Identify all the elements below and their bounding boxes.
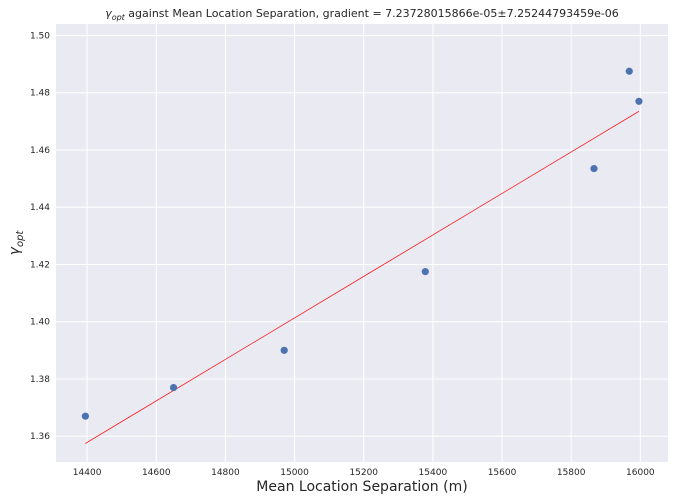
data-point — [81, 412, 89, 420]
title-symbol: γ — [105, 7, 112, 20]
data-point — [635, 97, 643, 105]
x-tick-label: 15000 — [280, 468, 309, 478]
y-label-subscript: opt — [15, 230, 26, 247]
x-tick-label: 15800 — [557, 468, 586, 478]
data-points-group — [81, 67, 643, 420]
y-tick-label: 1.50 — [30, 31, 50, 41]
data-point — [590, 164, 598, 173]
y-tick-label: 1.44 — [30, 203, 50, 213]
x-axis-label: Mean Location Separation (m) — [256, 479, 467, 495]
x-tick-label: 15600 — [488, 468, 517, 478]
y-label-symbol: γ — [7, 246, 23, 255]
chart-title: γopt against Mean Location Separation, g… — [105, 7, 619, 22]
y-tick-label: 1.48 — [30, 89, 50, 99]
data-point — [625, 67, 633, 75]
y-tick-label: 1.36 — [30, 432, 50, 442]
title-text: against Mean Location Separation, gradie… — [125, 7, 619, 20]
data-point — [280, 346, 288, 354]
x-tick-label: 16000 — [626, 468, 655, 478]
fit-line — [85, 111, 640, 444]
x-tick-label: 14800 — [211, 468, 240, 478]
data-point — [169, 383, 178, 392]
y-axis-label: γopt — [7, 230, 26, 256]
plot-area — [56, 24, 668, 462]
x-tick-label: 15400 — [419, 468, 448, 478]
y-tick-label: 1.40 — [30, 318, 50, 328]
grid-lines — [56, 24, 668, 462]
y-tick-labels: 1.36 1.38 1.40 1.42 1.44 1.46 1.48 1.50 — [30, 31, 50, 442]
title-subscript: opt — [112, 13, 126, 22]
y-tick-label: 1.46 — [30, 146, 50, 156]
fit-line-group — [85, 111, 640, 444]
y-tick-label: 1.38 — [30, 375, 50, 385]
y-tick-label: 1.42 — [30, 260, 50, 270]
x-tick-labels: 14400 14600 14800 15000 15200 15400 15600 15800… — [73, 468, 655, 478]
x-tick-label: 14600 — [142, 468, 171, 478]
x-tick-label: 15200 — [349, 468, 378, 478]
x-tick-label: 14400 — [73, 468, 102, 478]
data-point — [421, 268, 429, 276]
